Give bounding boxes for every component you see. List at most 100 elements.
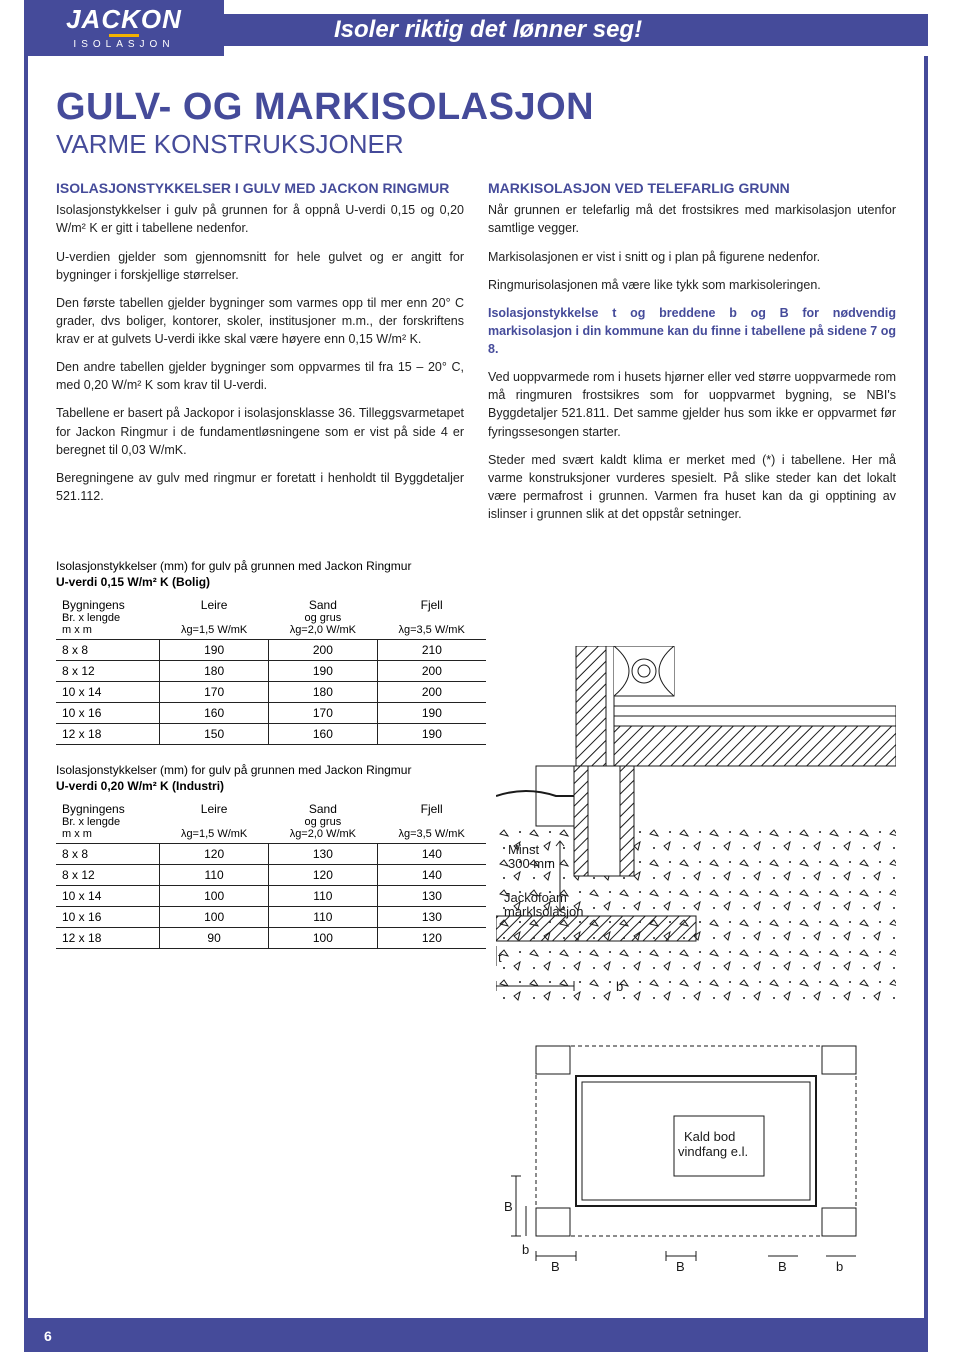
right-p2: Markisolasjonen er vist i snitt og i pla…: [488, 248, 896, 266]
t2h4a: Fjell: [421, 802, 443, 816]
t1h4b: λg=3,5 W/mK: [383, 624, 480, 636]
cell-leire: 100: [160, 886, 269, 907]
plan-diagram: Kald bod vindfang e.l. B b B B: [496, 1026, 896, 1286]
cell-sand: 200: [268, 640, 377, 661]
logo-accent-bar: [109, 34, 139, 37]
right-p6: Steder med svært kaldt klima er merket m…: [488, 451, 896, 524]
logo-main-text: JACKON: [66, 6, 182, 32]
t1h1a: Bygningens: [62, 598, 125, 612]
left-p4: Den andre tabellen gjelder bygninger som…: [56, 358, 464, 394]
t2h2a: Leire: [201, 802, 228, 816]
t1h2a: Leire: [201, 598, 228, 612]
cell-leire: 110: [160, 865, 269, 886]
left-p6: Beregningene av gulv med ringmur er fore…: [56, 469, 464, 505]
cell-dim: 10 x 14: [56, 886, 160, 907]
table2-header: Bygningens Br. x lengde m x m Leire λg=1…: [56, 799, 486, 844]
table-row: 10 x 14170180200: [56, 682, 486, 703]
table-row: 12 x 1890100120: [56, 928, 486, 949]
cell-dim: 10 x 14: [56, 682, 160, 703]
cell-dim: 8 x 8: [56, 844, 160, 865]
page-title: GULV- OG MARKISOLASJON: [56, 86, 896, 129]
t1h1b: Br. x lengde: [62, 612, 154, 624]
t2h3c: λg=2,0 W/mK: [274, 828, 371, 840]
cross-label-t: t: [498, 950, 502, 965]
cell-sand: 120: [268, 865, 377, 886]
cell-dim: 12 x 18: [56, 724, 160, 745]
table2-h-sand: Sand og grus λg=2,0 W/mK: [268, 799, 377, 844]
cell-leire: 100: [160, 907, 269, 928]
table2-h-dim: Bygningens Br. x lengde m x m: [56, 799, 160, 844]
cell-sand: 180: [268, 682, 377, 703]
left-column: ISOLASJONSTYKKELSER I GULV MED JACKON RI…: [56, 178, 464, 533]
right-p1: Når grunnen er telefarlig må det frostsi…: [488, 201, 896, 237]
cross-label-minst: Minst: [508, 842, 539, 857]
cell-fjell: 140: [377, 865, 486, 886]
cross-section-diagram: Minst 300 mm Jackofoam markisolasjon t b: [496, 646, 896, 1006]
cell-leire: 90: [160, 928, 269, 949]
left-p2: U-verdien gjelder som gjennomsnitt for h…: [56, 248, 464, 284]
cell-dim: 10 x 16: [56, 907, 160, 928]
cell-dim: 12 x 18: [56, 928, 160, 949]
page-subtitle: VARME KONSTRUKSJONER: [56, 129, 896, 160]
cell-sand: 110: [268, 886, 377, 907]
cell-fjell: 140: [377, 844, 486, 865]
table2-h-fjell: Fjell λg=3,5 W/mK: [377, 799, 486, 844]
table-row: 10 x 16160170190: [56, 703, 486, 724]
cell-sand: 130: [268, 844, 377, 865]
t1h3c: λg=2,0 W/mK: [274, 624, 371, 636]
t1h3b: og grus: [274, 612, 371, 624]
table-row: 10 x 14100110130: [56, 886, 486, 907]
cell-leire: 190: [160, 640, 269, 661]
t2h2b: λg=1,5 W/mK: [166, 828, 263, 840]
t1h2b: λg=1,5 W/mK: [166, 624, 263, 636]
t1h3a: Sand: [309, 598, 337, 612]
cell-dim: 8 x 12: [56, 865, 160, 886]
page-number: 6: [40, 1328, 56, 1344]
cell-fjell: 120: [377, 928, 486, 949]
plan-label-B3: B: [676, 1259, 685, 1274]
cell-leire: 170: [160, 682, 269, 703]
cross-label-b: b: [616, 979, 623, 994]
cell-fjell: 210: [377, 640, 486, 661]
cell-leire: 120: [160, 844, 269, 865]
cell-fjell: 190: [377, 724, 486, 745]
cell-dim: 10 x 16: [56, 703, 160, 724]
table1-h-leire: Leire λg=1,5 W/mK: [160, 595, 269, 640]
table-row: 10 x 16100110130: [56, 907, 486, 928]
footer-strip: [24, 1318, 928, 1352]
table1-h-fjell: Fjell λg=3,5 W/mK: [377, 595, 486, 640]
table1-header: Bygningens Br. x lengde m x m Leire λg=1…: [56, 595, 486, 640]
t2h3b: og grus: [274, 816, 371, 828]
cell-leire: 160: [160, 703, 269, 724]
table-row: 8 x 12110120140: [56, 865, 486, 886]
cell-leire: 150: [160, 724, 269, 745]
cell-fjell: 200: [377, 682, 486, 703]
right-p4-bold: Isolasjonstykkelse t og breddene b og B …: [488, 304, 896, 358]
page-content: GULV- OG MARKISOLASJON VARME KONSTRUKSJO…: [24, 56, 928, 1318]
t2h1c: m x m: [62, 828, 154, 840]
cross-label-300: 300 mm: [508, 856, 555, 871]
table1-title: Isolasjonstykkelser (mm) for gulv på gru…: [56, 559, 896, 573]
logo-sub-text: ISOLASJON: [73, 39, 174, 50]
plan-label-b1: b: [522, 1242, 529, 1257]
table1: Bygningens Br. x lengde m x m Leire λg=1…: [56, 595, 486, 745]
cell-fjell: 130: [377, 907, 486, 928]
right-p3: Ringmurisolasjonen må være like tykk som…: [488, 276, 896, 294]
plan-label-vind: vindfang e.l.: [678, 1144, 748, 1159]
cell-sand: 110: [268, 907, 377, 928]
t2h4b: λg=3,5 W/mK: [383, 828, 480, 840]
cell-sand: 160: [268, 724, 377, 745]
cell-fjell: 130: [377, 886, 486, 907]
plan-label-B2: B: [551, 1259, 560, 1274]
cell-fjell: 190: [377, 703, 486, 724]
left-p3: Den første tabellen gjelder bygninger so…: [56, 294, 464, 348]
two-column-text: ISOLASJONSTYKKELSER I GULV MED JACKON RI…: [56, 178, 896, 533]
table-row: 8 x 8120130140: [56, 844, 486, 865]
cell-dim: 8 x 12: [56, 661, 160, 682]
table1-h-sand: Sand og grus λg=2,0 W/mK: [268, 595, 377, 640]
plan-label-B1: B: [504, 1199, 513, 1214]
left-heading: ISOLASJONSTYKKELSER I GULV MED JACKON RI…: [56, 178, 464, 198]
right-p5: Ved uoppvarmede rom i husets hjørner ell…: [488, 368, 896, 441]
plan-label-kald: Kald bod: [684, 1129, 735, 1144]
plan-label-b2: b: [836, 1259, 843, 1274]
